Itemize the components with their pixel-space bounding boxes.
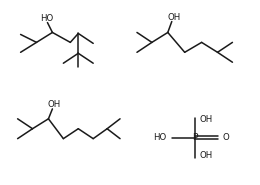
Text: OH: OH	[167, 13, 180, 22]
Text: OH: OH	[200, 151, 213, 160]
Text: P: P	[192, 133, 197, 142]
Text: HO: HO	[40, 14, 53, 23]
Text: OH: OH	[200, 115, 213, 124]
Text: HO: HO	[154, 133, 167, 142]
Text: O: O	[223, 133, 229, 142]
Text: OH: OH	[48, 100, 61, 109]
